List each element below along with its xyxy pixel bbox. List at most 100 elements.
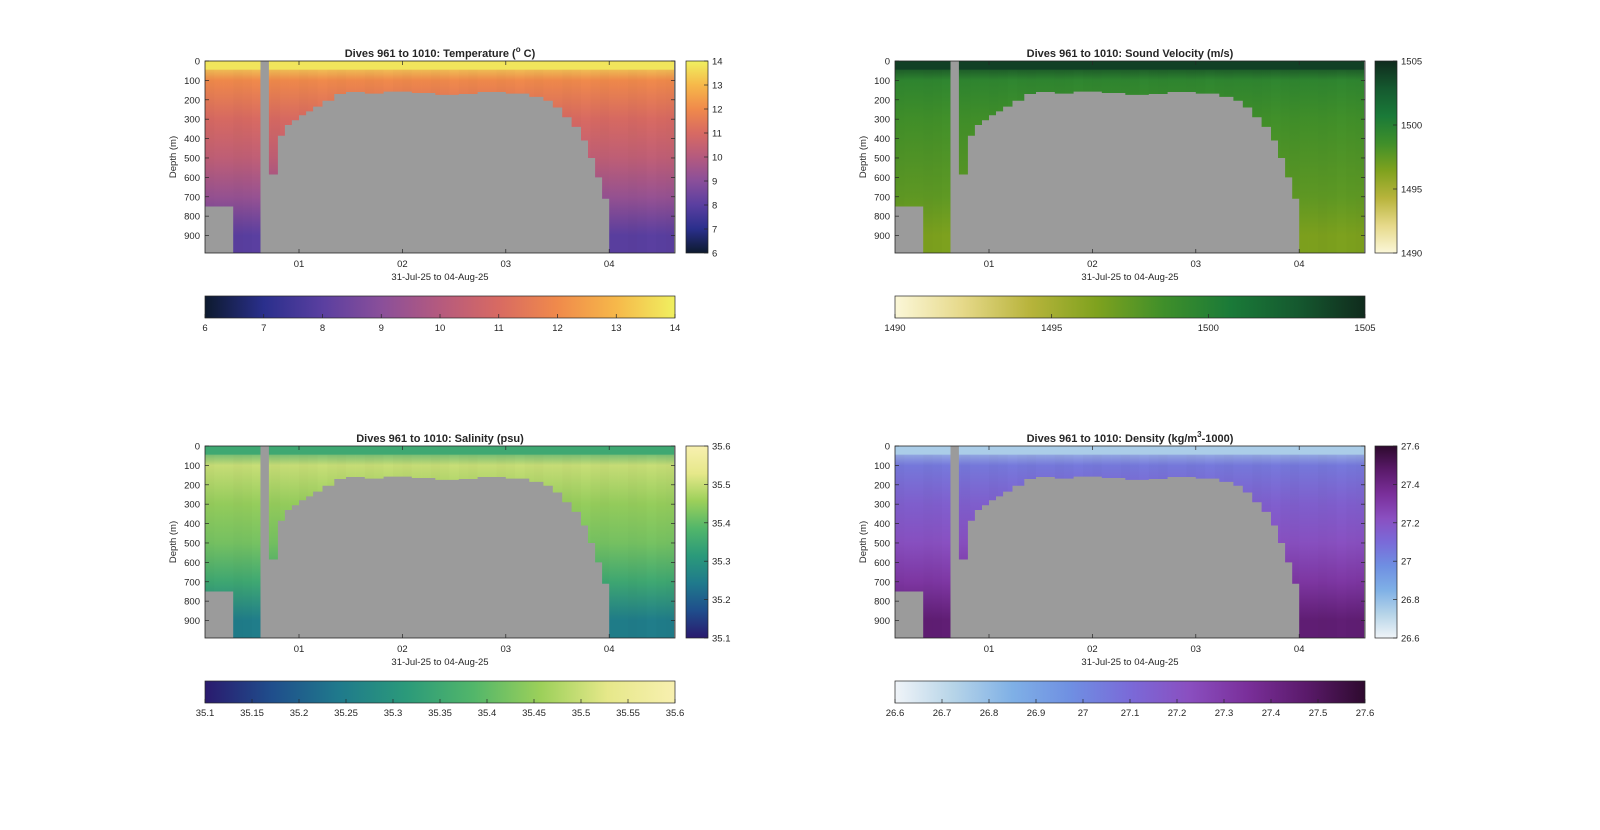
dive-column	[1299, 61, 1308, 253]
y-tick-label: 0	[885, 57, 890, 68]
x-tick-label: 02	[1087, 259, 1098, 270]
bottom-colorbar-label: 35.15	[240, 708, 264, 719]
side-colorbar-label: 27.6	[1401, 442, 1420, 453]
y-tick-label: 900	[184, 616, 200, 627]
x-tick-label: 04	[604, 644, 615, 655]
dive-column	[619, 446, 628, 638]
bottom-colorbar-label: 27.2	[1168, 708, 1187, 719]
y-tick-label: 500	[874, 153, 890, 164]
y-tick-label: 900	[874, 616, 890, 627]
seafloor-mask	[895, 446, 1300, 638]
y-tick-label: 100	[874, 461, 890, 472]
y-tick-label: 800	[184, 212, 200, 223]
x-tick-label: 02	[397, 259, 408, 270]
side-colorbar-label: 1505	[1401, 57, 1422, 68]
y-tick-label: 500	[874, 538, 890, 549]
x-axis-label: 31-Jul-25 to 04-Aug-25	[1081, 657, 1178, 668]
side-colorbar-label: 13	[712, 81, 723, 92]
bottom-colorbar-label: 26.8	[980, 708, 999, 719]
side-colorbar-label: 26.8	[1401, 595, 1420, 606]
x-tick-label: 03	[1191, 644, 1202, 655]
y-axis-label: Depth (m)	[858, 136, 869, 178]
seafloor-mask	[205, 446, 610, 638]
dive-column	[647, 446, 656, 638]
y-tick-label: 100	[184, 461, 200, 472]
dive-column	[1337, 446, 1346, 638]
x-tick-label: 02	[397, 644, 408, 655]
y-tick-label: 200	[874, 95, 890, 106]
y-tick-label: 500	[184, 538, 200, 549]
chart-title: Dives 961 to 1010: Density (kg/m3-1000)	[1027, 430, 1234, 445]
y-tick-label: 0	[195, 57, 200, 68]
y-tick-label: 700	[874, 192, 890, 203]
y-tick-label: 700	[184, 192, 200, 203]
bottom-colorbar-label: 1495	[1041, 323, 1062, 334]
dive-column	[1318, 61, 1327, 253]
side-colorbar-label: 35.1	[712, 634, 731, 645]
x-tick-label: 01	[984, 259, 995, 270]
bottom-colorbar-label: 26.9	[1027, 708, 1046, 719]
side-colorbar-label: 1500	[1401, 121, 1422, 132]
side-colorbar-label: 12	[712, 105, 723, 116]
panel-density: 0 100 200 300 400 500 600 700 800 900 01 02 03 04 31-J…	[858, 430, 1420, 719]
dive-column	[1299, 446, 1308, 638]
y-tick-label: 700	[184, 577, 200, 588]
bottom-colorbar-label: 35.1	[196, 708, 215, 719]
bottom-colorbar-label: 9	[379, 323, 384, 334]
x-tick-label: 03	[501, 644, 512, 655]
side-colorbar-label: 10	[712, 153, 723, 164]
axes-box	[204, 445, 676, 639]
y-tick-label: 200	[874, 480, 890, 491]
axes-box	[894, 445, 1366, 639]
bottom-colorbar-label: 35.2	[290, 708, 309, 719]
side-colorbar-label: 1490	[1401, 249, 1422, 260]
dive-column	[1346, 446, 1355, 638]
side-colorbar-label: 35.3	[712, 557, 731, 568]
y-tick-label: 200	[184, 480, 200, 491]
y-tick-label: 900	[874, 231, 890, 242]
side-colorbar-label: 35.4	[712, 518, 731, 529]
bottom-colorbar-label: 35.55	[616, 708, 640, 719]
side-colorbar-label: 6	[712, 249, 717, 260]
dive-column	[942, 61, 951, 253]
bottom-colorbar-label: 10	[435, 323, 446, 334]
x-tick-label: 04	[604, 259, 615, 270]
bottom-colorbar-label: 35.25	[334, 708, 358, 719]
dive-column	[1356, 446, 1365, 638]
y-axis-label: Depth (m)	[168, 521, 179, 563]
side-colorbar-label: 7	[712, 225, 717, 236]
surface-layer	[205, 446, 675, 455]
y-tick-label: 400	[874, 519, 890, 530]
dive-column	[252, 446, 261, 638]
dive-column	[923, 446, 932, 638]
bottom-colorbar-label: 27.5	[1309, 708, 1328, 719]
dive-column	[252, 61, 261, 253]
y-tick-label: 600	[874, 173, 890, 184]
dive-column	[243, 446, 252, 638]
side-colorbar-label: 9	[712, 177, 717, 188]
y-tick-label: 900	[184, 231, 200, 242]
side-colorbar-label: 35.5	[712, 480, 731, 491]
bottom-colorbar-label: 35.3	[384, 708, 403, 719]
side-colorbar	[1374, 60, 1398, 254]
dive-column	[1309, 446, 1318, 638]
bottom-colorbar-label: 11	[494, 323, 504, 334]
end-mask	[674, 446, 675, 638]
seafloor-mask	[205, 61, 610, 253]
dive-column	[647, 61, 656, 253]
dive-column	[923, 61, 932, 253]
side-colorbar-label: 35.6	[712, 442, 731, 453]
x-tick-label: 01	[294, 644, 305, 655]
x-tick-label: 03	[1191, 259, 1202, 270]
x-tick-label: 02	[1087, 644, 1098, 655]
dive-column	[933, 446, 942, 638]
panel-sound-velocity: 0 100 200 300 400 500 600 700 800 900 01 02 03 04 31-J…	[858, 48, 1422, 334]
side-colorbar-label: 35.2	[712, 595, 731, 606]
bottom-colorbar-label: 27.4	[1262, 708, 1281, 719]
y-axis-label: Depth (m)	[168, 136, 179, 178]
bottom-colorbar-label: 35.5	[572, 708, 591, 719]
dive-column	[637, 61, 646, 253]
side-colorbar-label: 14	[712, 57, 723, 68]
bottom-colorbar-label: 27	[1078, 708, 1089, 719]
